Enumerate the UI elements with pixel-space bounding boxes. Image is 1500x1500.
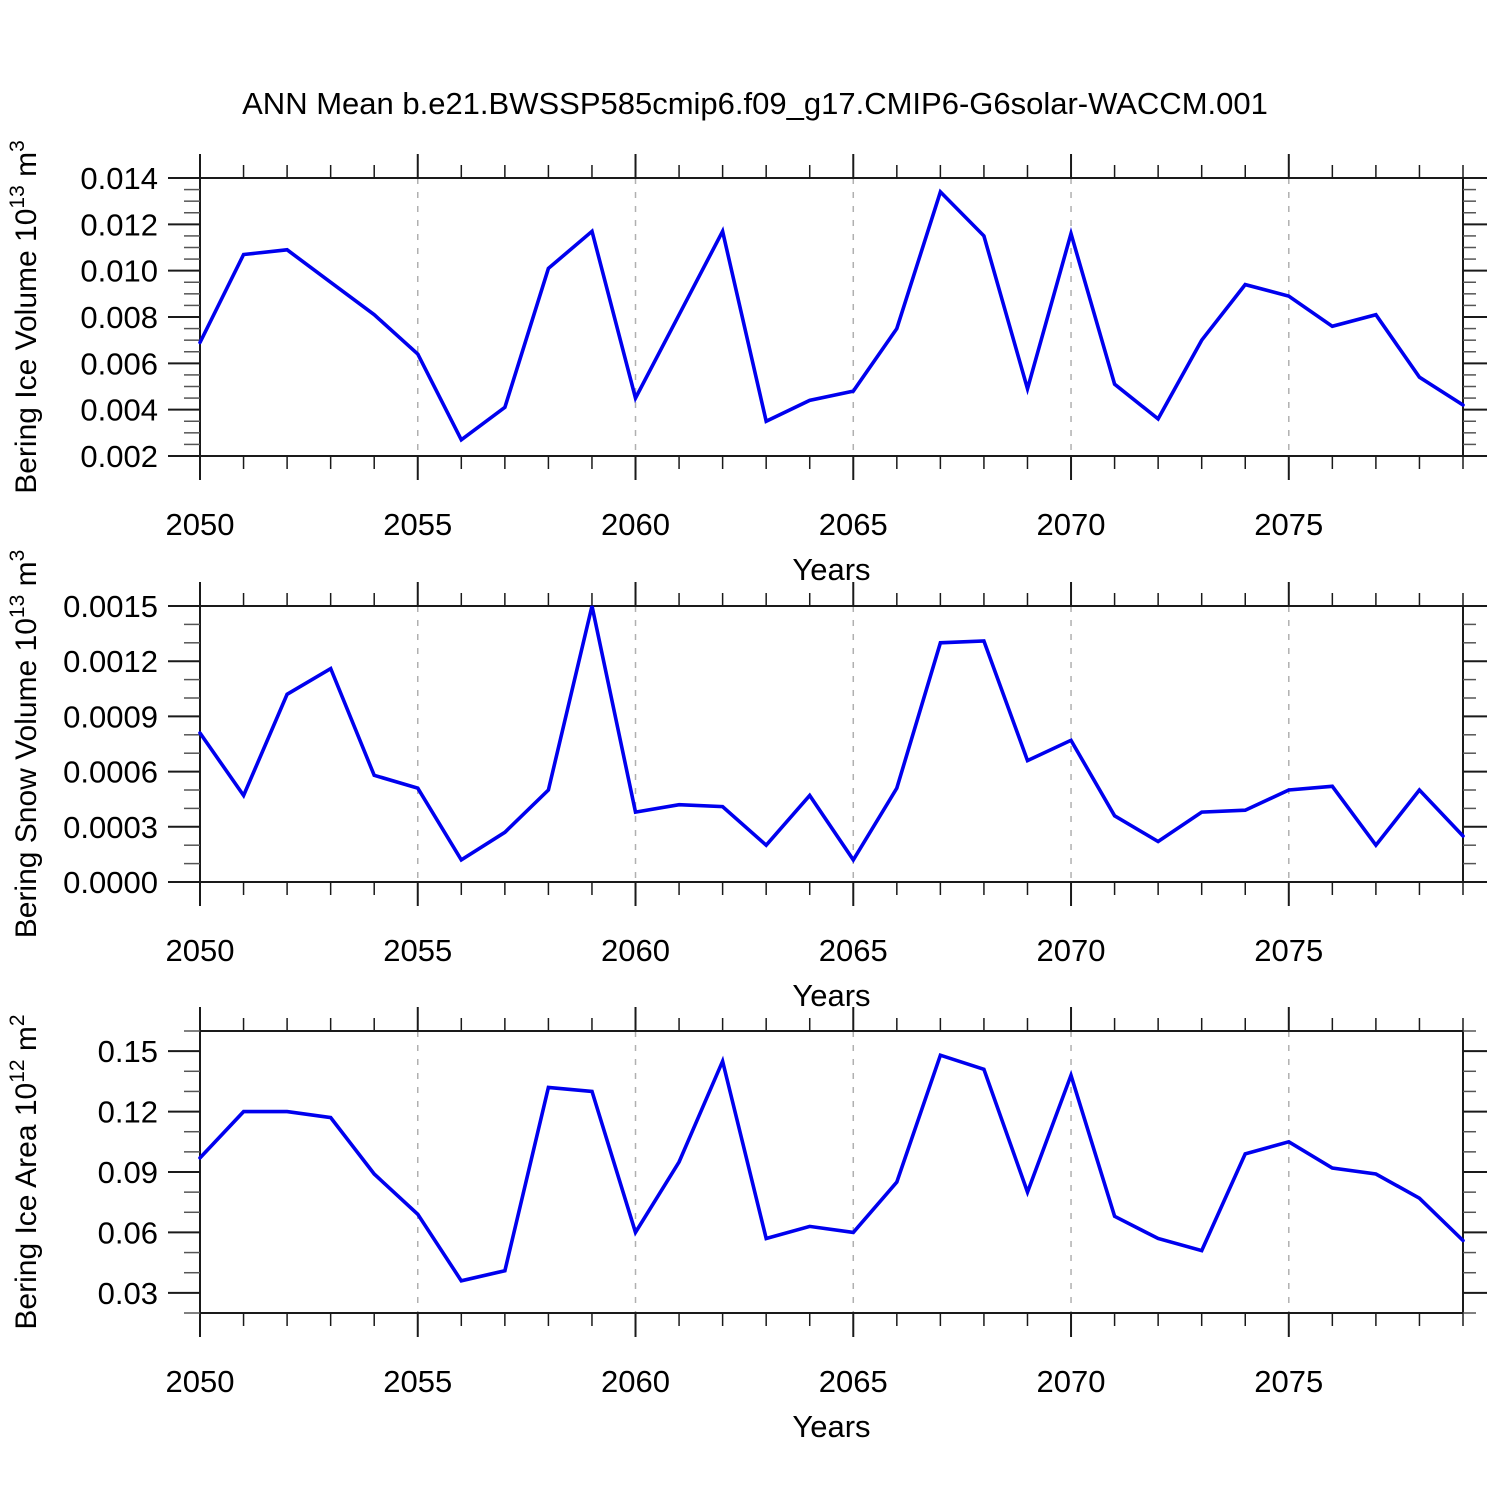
y-axis-title: Bering Ice Area 1012​ m2​ xyxy=(6,1014,43,1329)
y-tick-labels: 0.0000 0.0003 0.0006 0.0009 0.0012 0.0015 xyxy=(63,589,158,900)
x-tick-label: 2060 xyxy=(601,507,670,542)
x-ticks xyxy=(199,1007,1464,1337)
y-axis-title-sup: 3 xyxy=(6,550,29,562)
x-ticks xyxy=(199,582,1464,906)
x-tick-label: 2050 xyxy=(166,933,235,968)
x-tick-label: 2070 xyxy=(1037,1364,1106,1399)
x-tick-label: 2075 xyxy=(1254,507,1323,542)
x-tick-label: 2060 xyxy=(601,1364,670,1399)
data-line-bering-ice-area xyxy=(198,1052,1465,1283)
y-tick-label: 0.03 xyxy=(98,1276,158,1311)
y-tick-label: 0.09 xyxy=(98,1155,158,1190)
y-axis-title-part: m xyxy=(10,152,43,185)
x-tick-label: 2060 xyxy=(601,933,670,968)
x-axis-title: Years xyxy=(792,552,870,587)
y-tick-label: 0.014 xyxy=(80,161,158,196)
x-tick-label: 2065 xyxy=(819,507,888,542)
x-axis-title: Years xyxy=(792,1409,870,1444)
y-axis-title-sup: 13 xyxy=(6,185,29,208)
x-tick-label: 2070 xyxy=(1037,933,1106,968)
x-tick-label: 2065 xyxy=(819,933,888,968)
figure-title: ANN Mean b.e21.BWSSP585cmip6.f09_g17.CMI… xyxy=(242,86,1268,121)
y-tick-label: 0.12 xyxy=(98,1095,158,1130)
x-ticks xyxy=(199,154,1464,480)
y-tick-label: 0.008 xyxy=(80,300,158,335)
x-tick-label: 2070 xyxy=(1037,507,1106,542)
x-tick-labels: 2050 2055 2060 2065 2070 2075 xyxy=(166,933,1324,968)
x-tick-label: 2055 xyxy=(383,507,452,542)
x-tick-label: 2055 xyxy=(383,933,452,968)
y-tick-label: 0.002 xyxy=(80,439,158,474)
plot-box xyxy=(199,177,1464,457)
y-ticks xyxy=(168,605,1487,883)
y-tick-label: 0.0012 xyxy=(63,644,158,679)
y-ticks xyxy=(168,177,1487,457)
y-axis-title-sup: 2 xyxy=(6,1014,29,1026)
y-tick-label: 0.0009 xyxy=(63,699,158,734)
y-axis-title-part: Bering Snow Volume 10 xyxy=(10,618,43,938)
y-tick-label: 0.0000 xyxy=(63,865,158,900)
data-line-bering-snow-volume xyxy=(198,605,1465,864)
y-axis-title-part: Bering Ice Area 10 xyxy=(10,1083,43,1330)
gridlines xyxy=(417,178,1290,456)
gridlines xyxy=(417,1031,1290,1313)
y-axis-title-sup: 13 xyxy=(6,595,29,618)
plot-box xyxy=(199,1030,1464,1314)
y-tick-label: 0.0015 xyxy=(63,589,158,624)
x-tick-labels: 2050 2055 2060 2065 2070 2075 xyxy=(166,507,1324,542)
y-tick-label: 0.004 xyxy=(80,393,158,428)
y-tick-labels: 0.002 0.004 0.006 0.008 0.010 0.012 0.014 xyxy=(80,161,158,474)
panel-bering-ice-area: 0.03 0.06 0.09 0.12 0.15 2050 2055 2060 2065 2070… xyxy=(6,1007,1487,1444)
x-tick-label: 2065 xyxy=(819,1364,888,1399)
y-tick-label: 0.012 xyxy=(80,207,158,242)
y-axis-title-part: m xyxy=(10,561,43,594)
panel-bering-snow-volume: 0.0000 0.0003 0.0006 0.0009 0.0012 0.0015 2050… xyxy=(6,550,1487,1013)
y-tick-labels: 0.03 0.06 0.09 0.12 0.15 xyxy=(98,1034,158,1311)
x-tick-label: 2050 xyxy=(166,1364,235,1399)
x-tick-label: 2075 xyxy=(1254,933,1323,968)
plot-box xyxy=(199,605,1464,883)
y-ticks xyxy=(168,1030,1487,1314)
x-tick-label: 2055 xyxy=(383,1364,452,1399)
y-axis-title: Bering Ice Volume 1013​ m3​ xyxy=(6,140,43,494)
y-axis-title-sup: 3 xyxy=(6,140,29,152)
y-tick-label: 0.15 xyxy=(98,1034,158,1069)
x-tick-label: 2050 xyxy=(166,507,235,542)
data-line-bering-ice-volume xyxy=(198,188,1465,443)
y-tick-label: 0.010 xyxy=(80,254,158,289)
y-axis-title-part: Bering Ice Volume 10 xyxy=(10,209,43,494)
y-tick-label: 0.0003 xyxy=(63,810,158,845)
y-tick-label: 0.006 xyxy=(80,346,158,381)
y-tick-label: 0.06 xyxy=(98,1215,158,1250)
y-axis-title-part: m xyxy=(10,1026,43,1059)
x-tick-labels: 2050 2055 2060 2065 2070 2075 xyxy=(166,1364,1324,1399)
y-axis-title: Bering Snow Volume 1013​ m3​ xyxy=(6,550,43,939)
x-axis-title: Years xyxy=(792,978,870,1013)
x-tick-label: 2075 xyxy=(1254,1364,1323,1399)
y-tick-label: 0.0006 xyxy=(63,755,158,790)
y-axis-title-sup: 12 xyxy=(6,1059,29,1082)
gridlines xyxy=(417,606,1290,882)
